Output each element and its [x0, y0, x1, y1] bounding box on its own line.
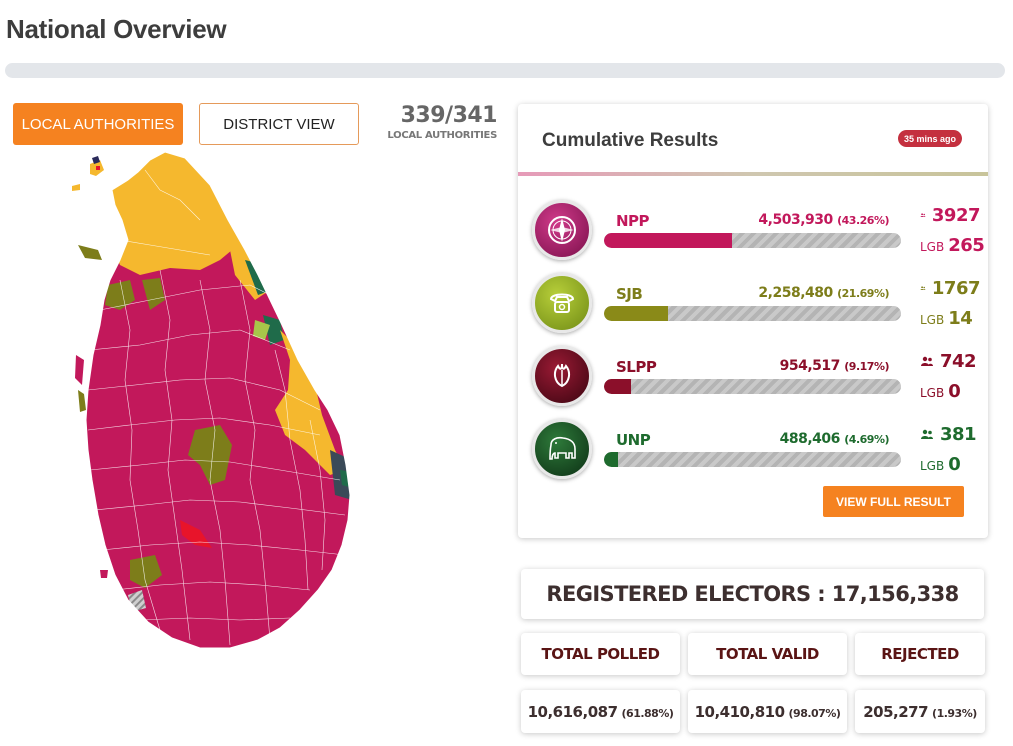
stat-percent: (61.88%): [621, 706, 674, 720]
vote-share-bar: [604, 452, 901, 467]
party-name: NPP: [616, 212, 650, 230]
lgb-label: LGB: [920, 459, 945, 473]
elephant-icon: [532, 419, 592, 479]
vote-share-fill: [604, 306, 669, 321]
registered-electors-card: REGISTERED ELECTORS : 17,156,338: [521, 569, 984, 619]
vote-share-bar: [604, 306, 901, 321]
party-row-sjb[interactable]: SJB 2,258,480 (21.69%) 1767 LGB 14: [518, 273, 988, 343]
party-row-slpp[interactable]: SLPP 954,517 (9.17%) 742 LGB 0: [518, 346, 988, 416]
vote-count: 488,406: [779, 431, 841, 447]
authorities-counter: 339/341 LOCAL AUTHORITIES: [385, 103, 497, 141]
party-row-unp[interactable]: UNP 488,406 (4.69%) 381 LGB 0: [518, 419, 988, 489]
vote-percent: (9.17%): [844, 360, 889, 373]
results-title: Cumulative Results: [542, 130, 719, 151]
stat-percent: (98.07%): [788, 706, 841, 720]
total-valid-value: 10,410,810 (98.07%): [688, 690, 847, 733]
lgb-count: 0: [948, 380, 961, 402]
party-name: UNP: [616, 431, 651, 449]
page-title: National Overview: [6, 14, 227, 44]
members-count: 3927: [931, 204, 981, 226]
vote-count: 954,517: [779, 358, 841, 374]
vote-count: 2,258,480: [758, 285, 833, 301]
lgb-label: LGB: [920, 240, 945, 254]
flower-bud-icon: [532, 346, 592, 406]
members-count: 742: [940, 350, 977, 372]
lgb-label: LGB: [920, 386, 945, 400]
members-icon: [920, 286, 926, 291]
members-icon: [920, 213, 926, 218]
stat-percent: (1.93%): [932, 706, 977, 720]
stat-value: 10,410,810: [694, 702, 785, 721]
party-votes: 488,406 (4.69%): [779, 431, 890, 447]
authorities-count: 339/341: [400, 103, 498, 128]
seat-summary: 742 LGB 0: [920, 346, 980, 406]
total-polled-header: TOTAL POLLED: [521, 633, 680, 675]
seat-summary: 3927 LGB 265: [920, 200, 985, 260]
rejected-value: 205,277 (1.93%): [855, 690, 985, 733]
party-votes: 2,258,480 (21.69%): [758, 285, 889, 301]
district-view-button[interactable]: DISTRICT VIEW: [199, 103, 359, 145]
lgb-count: 14: [948, 307, 973, 329]
party-votes: 4,503,930 (43.26%): [758, 212, 889, 228]
party-name: SLPP: [616, 358, 657, 376]
local-authorities-button[interactable]: LOCAL AUTHORITIES: [13, 103, 183, 145]
vote-percent: (4.69%): [844, 433, 889, 446]
stat-value: 205,277: [863, 702, 929, 721]
vote-share-bar: [604, 233, 901, 248]
members-icon: [921, 356, 933, 366]
total-valid-header: TOTAL VALID: [688, 633, 847, 675]
vote-share-fill: [604, 379, 632, 394]
sri-lanka-map[interactable]: [60, 150, 360, 655]
compass-icon: [532, 200, 592, 260]
party-name: SJB: [616, 285, 643, 303]
lgb-count: 0: [948, 453, 961, 475]
vote-share-fill: [604, 452, 618, 467]
members-icon: [921, 429, 933, 439]
rejected-header: REJECTED: [855, 633, 985, 675]
party-votes: 954,517 (9.17%): [779, 358, 890, 374]
view-full-result-button[interactable]: VIEW FULL RESULT: [823, 486, 964, 517]
overall-progress-bar: [5, 63, 1005, 78]
vote-percent: (21.69%): [837, 287, 889, 300]
seat-summary: 381 LGB 0: [920, 419, 980, 479]
vote-share-fill: [604, 233, 733, 248]
vote-share-bar: [604, 379, 901, 394]
vote-count: 4,503,930: [758, 212, 833, 228]
total-polled-value: 10,616,087 (61.88%): [521, 690, 680, 733]
updated-time-badge: 35 mins ago: [897, 130, 962, 147]
lgb-count: 265: [948, 234, 985, 256]
lgb-label: LGB: [920, 313, 945, 327]
cumulative-results-card: Cumulative Results 35 mins ago NPP 4,503…: [518, 104, 988, 538]
authorities-label: LOCAL AUTHORITIES: [387, 130, 497, 141]
telephone-icon: [532, 273, 592, 333]
party-row-npp[interactable]: NPP 4,503,930 (43.26%) 3927 LGB 265: [518, 200, 988, 270]
members-count: 381: [940, 423, 977, 445]
vote-percent: (43.26%): [837, 214, 889, 227]
seat-summary: 1767 LGB 14: [920, 273, 981, 333]
members-count: 1767: [931, 277, 981, 299]
results-divider: [518, 172, 988, 176]
stat-value: 10,616,087: [527, 702, 618, 721]
